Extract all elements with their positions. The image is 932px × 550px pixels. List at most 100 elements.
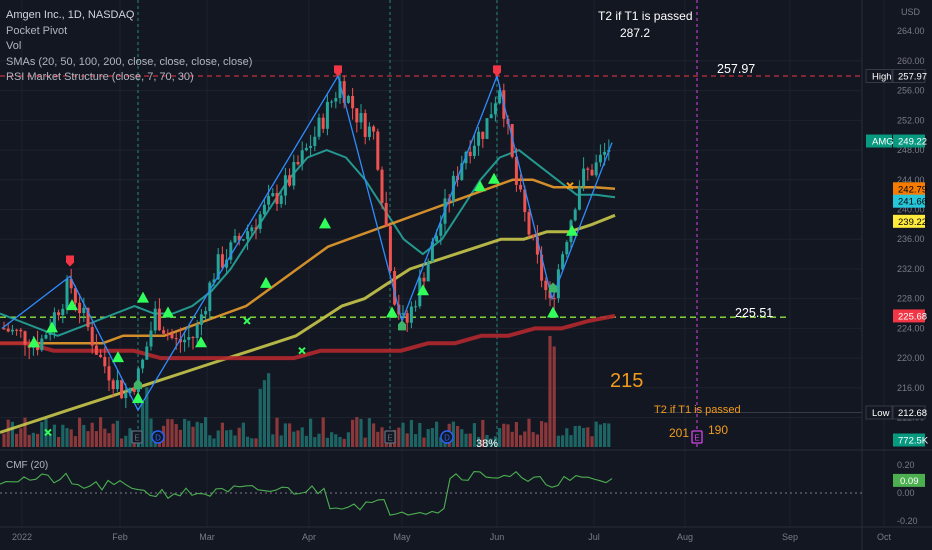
cmf-tag-box [893, 473, 925, 487]
candles [2, 73, 611, 409]
sma-line [0, 178, 616, 345]
candle-body [292, 162, 296, 186]
price-tick-label: 216.00 [897, 383, 925, 393]
candle-body [212, 279, 216, 283]
volume-bar [519, 435, 523, 447]
time-axis: 2022 Feb Mar Apr May Jun Jul Aug Sep Oct [12, 532, 892, 542]
volume-bar [422, 437, 426, 447]
candle-body [162, 330, 166, 334]
volume-bar [586, 427, 590, 447]
time-tick-label: 2022 [12, 532, 32, 542]
candle-body [178, 338, 182, 343]
volume-bar [540, 421, 544, 447]
candle-body [498, 90, 502, 104]
candle-body [250, 227, 254, 232]
volume-bar [460, 429, 464, 447]
candle-body [157, 308, 161, 331]
legend-pocket-pivot[interactable]: Pocket Pivot [6, 24, 68, 37]
volume-bar [174, 424, 178, 447]
pocket-pivot-triangle [66, 299, 78, 311]
price-tag: High 257.97 [865, 69, 927, 83]
pct-label: 38% [476, 438, 499, 450]
cmf-tag-value: 0.09 [900, 476, 919, 487]
volume-bar [435, 421, 439, 447]
ma-cross-marker [44, 428, 52, 437]
candle-body [334, 98, 338, 102]
legend-rsi-structure[interactable]: RSI Market Structure (close, 7, 70, 30) [6, 71, 194, 83]
candle-body [304, 147, 308, 151]
candle-body [342, 81, 346, 103]
price-tick-label: 256.00 [897, 86, 925, 96]
earnings-marker-label: E [387, 434, 392, 443]
pocket-pivot-triangle [162, 306, 174, 318]
candle-body [426, 261, 430, 282]
volume-bar [208, 435, 212, 447]
candle-body [481, 131, 485, 139]
volume-bar [258, 388, 262, 447]
pocket-pivot-triangle [488, 172, 500, 184]
legend-smas[interactable]: SMAs (20, 50, 100, 200, close, close, cl… [6, 55, 253, 68]
volume-bar [544, 422, 548, 447]
volume-bar [124, 435, 128, 447]
price-tag-value: 242.79 [898, 184, 927, 195]
volume-bar [292, 431, 296, 447]
swing-high-marker [66, 255, 74, 267]
volume-bar [141, 401, 145, 447]
candle-body [376, 131, 380, 170]
volume-bar [57, 437, 61, 447]
currency-label: USD [901, 7, 921, 17]
volume-bar [19, 428, 23, 447]
price-tag-value: 241.66 [898, 197, 927, 208]
candle-body [69, 278, 73, 289]
volume-bar [216, 430, 220, 447]
volume-bar [149, 418, 153, 447]
candle-body [40, 338, 44, 351]
pocket-pivot-triangle [195, 336, 207, 348]
volume-bar [401, 422, 405, 447]
price-tick-label: 248.00 [897, 145, 925, 155]
candle-body [598, 154, 602, 163]
candle-body [262, 204, 266, 215]
volume-bar [556, 435, 560, 447]
candle-body [44, 334, 48, 339]
price-tag-value-box [892, 69, 926, 83]
candle-body [86, 307, 90, 328]
volume-bar [472, 423, 476, 447]
volume-bar [183, 418, 187, 447]
cmf-tick-label: -0.20 [897, 516, 918, 526]
volume-bar [317, 433, 321, 447]
candle-body [330, 101, 334, 103]
volume-bar [128, 428, 132, 447]
pocket-pivot-triangle [474, 180, 486, 192]
volume-bar [397, 427, 401, 447]
candle-body [309, 145, 313, 148]
volume-bar [338, 436, 342, 447]
time-tick-label: Feb [112, 532, 128, 542]
volume-bar [233, 435, 237, 447]
candle-body [275, 193, 279, 204]
candle-body [561, 254, 565, 270]
candle-body [78, 302, 82, 314]
volume-bar [573, 426, 577, 447]
candle-body [514, 156, 518, 185]
candle-body [346, 95, 350, 103]
t2-bottom-201: 201 [669, 426, 690, 440]
volume-bar [456, 426, 460, 447]
volume-bar [170, 419, 174, 447]
volume-bar [380, 427, 384, 447]
candle-body [355, 108, 359, 123]
volume-bar [288, 423, 292, 447]
volume-bar [31, 432, 35, 447]
legend-vol[interactable]: Vol [6, 40, 22, 52]
candle-body [439, 223, 443, 236]
volume-bar [178, 429, 182, 447]
volume-bar [90, 422, 94, 447]
pocket-pivot-triangle [132, 391, 144, 403]
volume-bar [590, 436, 594, 447]
volume-bar [44, 418, 48, 447]
swing-low-marker [398, 320, 406, 331]
candle-body [195, 324, 199, 338]
cmf-label[interactable]: CMF (20) [6, 460, 49, 471]
level-high-label: 257.97 [717, 62, 756, 76]
